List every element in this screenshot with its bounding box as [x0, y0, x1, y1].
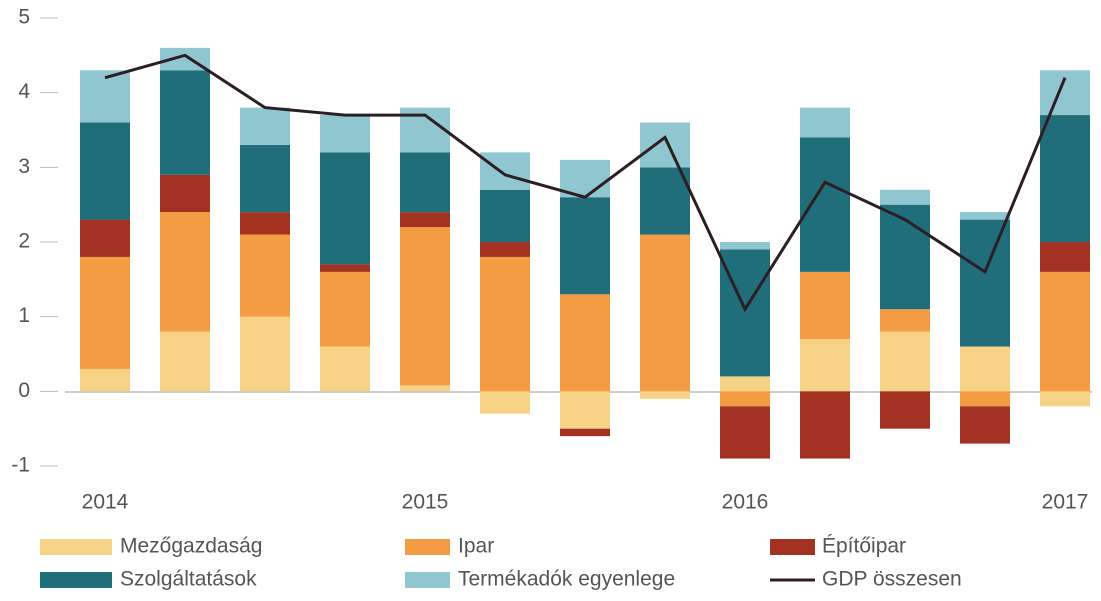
bar-segment: [720, 406, 770, 459]
y-tick-label: 4: [18, 80, 30, 103]
legend-swatch: [405, 539, 450, 555]
bar-segment: [320, 264, 370, 272]
bar-segment: [480, 189, 530, 242]
bar-segment: [560, 428, 610, 437]
y-tick-label: 5: [18, 6, 30, 29]
bar-segment: [800, 391, 850, 459]
bar-segment: [240, 234, 290, 317]
legend-swatch: [40, 572, 112, 588]
bar-segment: [400, 152, 450, 213]
y-tick-label: 2: [18, 230, 30, 253]
bar-segment: [960, 346, 1010, 392]
bar-segment: [960, 219, 1010, 347]
bar-segment: [160, 70, 210, 175]
y-tick-label: 0: [18, 379, 30, 402]
bar-segment: [80, 122, 130, 220]
bar-segment: [80, 256, 130, 369]
bar-segment: [1040, 271, 1090, 392]
bar-segment: [880, 204, 930, 310]
legend-swatch: [770, 539, 815, 555]
bar-segment: [1040, 242, 1090, 272]
bar-segment: [80, 219, 130, 257]
legend-label: GDP összesen: [822, 568, 962, 591]
bar-segment: [960, 406, 1010, 444]
bar-segment: [480, 242, 530, 257]
legend-label: Ipar: [458, 535, 494, 558]
bar-segment: [640, 122, 690, 168]
legend-swatch: [405, 572, 450, 588]
bar-segment: [720, 242, 770, 250]
bar-segment: [880, 309, 930, 332]
y-tick-label: 1: [18, 304, 30, 327]
legend-swatch: [40, 539, 112, 555]
bar-segment: [240, 107, 290, 145]
bar-segment: [480, 391, 530, 414]
bar-segment: [720, 376, 770, 392]
bar-segment: [720, 391, 770, 407]
bar-segment: [640, 391, 690, 399]
bar-segment: [800, 137, 850, 272]
bar-segment: [480, 256, 530, 392]
bar-segment: [80, 70, 130, 123]
y-tick-label: -1: [11, 454, 30, 477]
bar-segment: [880, 391, 930, 429]
bar-segment: [160, 212, 210, 332]
bar-segment: [560, 294, 610, 392]
gdp-line: [104, 53, 1067, 313]
legend-label: Termékadók egyenlege: [458, 568, 675, 591]
bar-segment: [160, 174, 210, 213]
legend-label: Mezőgazdaság: [120, 535, 262, 558]
bar-segment: [1040, 70, 1090, 116]
x-tick-label: 2015: [402, 491, 449, 514]
bar-segment: [1040, 115, 1090, 242]
bar-segment: [800, 339, 850, 392]
bar-segment: [1040, 391, 1090, 407]
bar-segment: [960, 391, 1010, 407]
bar-segment: [320, 152, 370, 265]
bar-segment: [880, 189, 930, 205]
x-tick-label: 2016: [722, 491, 769, 514]
bar-segment: [560, 197, 610, 295]
bar-segment: [320, 115, 370, 153]
x-tick-label: 2014: [82, 491, 129, 514]
bar-segment: [160, 331, 210, 392]
bar-segment: [400, 385, 450, 392]
bar-segment: [80, 368, 130, 392]
y-tick-label: 3: [18, 155, 30, 178]
bar-segment: [640, 167, 690, 235]
bar-segment: [320, 346, 370, 392]
bar-segment: [400, 212, 450, 228]
bar-segment: [240, 144, 290, 213]
bar-segment: [800, 271, 850, 340]
bar-segment: [960, 212, 1010, 220]
bar-segment: [560, 391, 610, 429]
legend-label: Építőipar: [822, 535, 906, 558]
bar-segment: [640, 234, 690, 392]
legend-label: Szolgáltatások: [120, 568, 257, 591]
bar-segment: [480, 152, 530, 190]
x-tick-label: 2017: [1042, 491, 1089, 514]
bar-segment: [880, 331, 930, 392]
bar-segment: [400, 227, 450, 386]
bar-segment: [240, 212, 290, 235]
bar-segment: [240, 316, 290, 392]
bar-segment: [800, 107, 850, 138]
bar-segment: [320, 271, 370, 347]
